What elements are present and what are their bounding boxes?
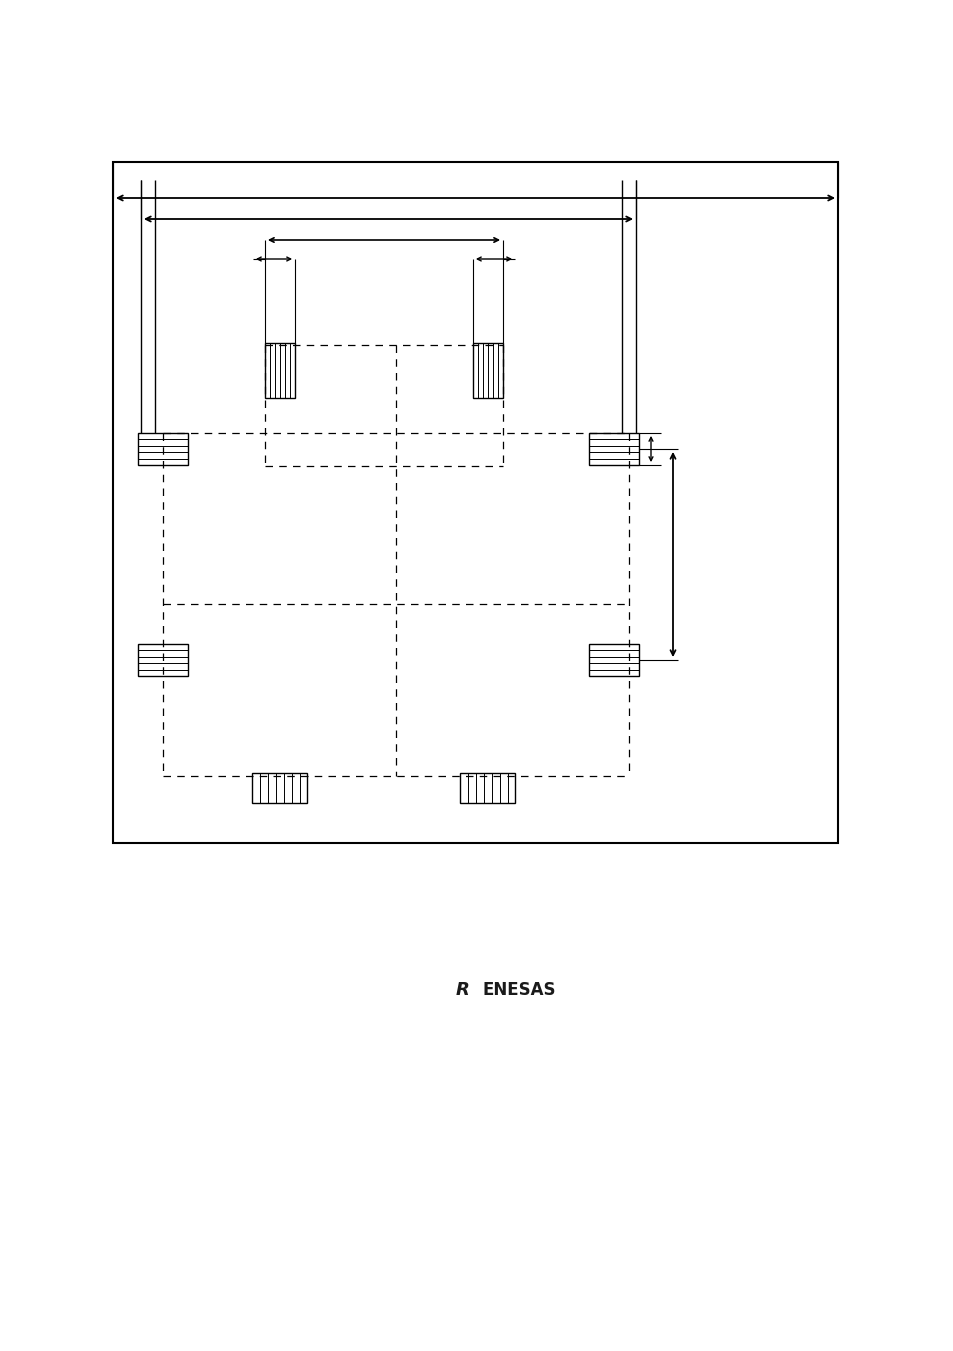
Text: ENESAS: ENESAS (482, 981, 556, 998)
Bar (253, 773, 307, 802)
Bar (460, 773, 515, 802)
Bar (112, 162, 837, 843)
Bar (138, 644, 188, 676)
Bar (265, 343, 294, 397)
Text: R: R (456, 981, 470, 998)
Bar (473, 343, 502, 397)
Bar (588, 644, 639, 676)
Bar (588, 434, 639, 465)
Bar (138, 434, 188, 465)
